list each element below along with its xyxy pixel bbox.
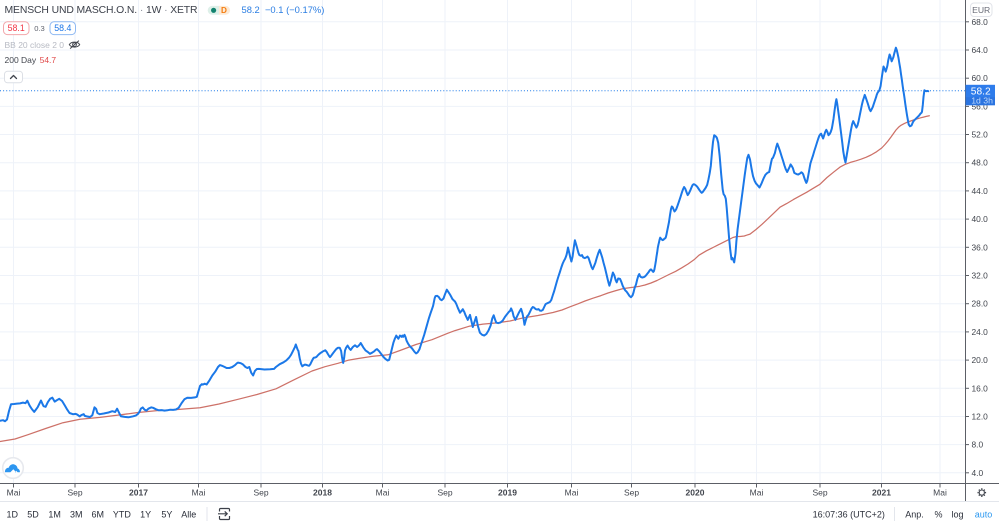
- svg-text:Mai: Mai: [376, 487, 390, 497]
- svg-text:3M: 3M: [70, 509, 83, 519]
- svg-text:%: %: [934, 509, 942, 519]
- svg-text:BB 20 close 2 0: BB 20 close 2 0: [5, 40, 65, 50]
- svg-text:Alle: Alle: [181, 509, 196, 519]
- svg-text:Sep: Sep: [624, 487, 639, 497]
- svg-text:4.0: 4.0: [972, 468, 984, 478]
- svg-text:8.0: 8.0: [972, 440, 984, 450]
- svg-text:52.0: 52.0: [972, 130, 989, 140]
- svg-text:2018: 2018: [313, 487, 332, 497]
- svg-text:Sep: Sep: [67, 487, 82, 497]
- svg-text:36.0: 36.0: [972, 242, 989, 252]
- svg-text:Mai: Mai: [192, 487, 206, 497]
- svg-text:5Y: 5Y: [161, 509, 172, 519]
- svg-text:Mai: Mai: [7, 487, 21, 497]
- svg-text:2019: 2019: [498, 487, 517, 497]
- svg-text:54.7: 54.7: [40, 55, 57, 65]
- svg-text:20.0: 20.0: [972, 355, 989, 365]
- svg-text:Mai: Mai: [933, 487, 947, 497]
- svg-text:16:07:36 (UTC+2): 16:07:36 (UTC+2): [813, 509, 885, 519]
- svg-text:2020: 2020: [686, 487, 705, 497]
- svg-text:24.0: 24.0: [972, 327, 989, 337]
- svg-text:Sep: Sep: [812, 487, 827, 497]
- svg-text:58.4: 58.4: [54, 23, 71, 33]
- svg-text:1D: 1D: [7, 509, 19, 519]
- svg-text:2017: 2017: [129, 487, 148, 497]
- svg-text:MENSCH UND MASCH.O.N. · 1W · X: MENSCH UND MASCH.O.N. · 1W · XETR: [5, 5, 199, 16]
- svg-text:Anp.: Anp.: [905, 509, 924, 519]
- svg-text:56.0: 56.0: [972, 101, 989, 111]
- svg-text:Sep: Sep: [437, 487, 452, 497]
- svg-text:0.3: 0.3: [34, 24, 45, 33]
- svg-text:48.0: 48.0: [972, 158, 989, 168]
- svg-text:32.0: 32.0: [972, 271, 989, 281]
- svg-text:58.1: 58.1: [8, 23, 25, 33]
- svg-text:auto: auto: [975, 509, 993, 519]
- svg-text:5D: 5D: [27, 509, 39, 519]
- svg-text:12.0: 12.0: [972, 412, 989, 422]
- svg-text:2021: 2021: [872, 487, 891, 497]
- svg-text:Mai: Mai: [750, 487, 764, 497]
- svg-text:64.0: 64.0: [972, 45, 989, 55]
- svg-text:44.0: 44.0: [972, 186, 989, 196]
- svg-text:28.0: 28.0: [972, 299, 989, 309]
- svg-text:EUR: EUR: [972, 5, 990, 15]
- svg-text:1Y: 1Y: [140, 509, 151, 519]
- svg-text:6M: 6M: [91, 509, 104, 519]
- svg-text:1d 3h: 1d 3h: [971, 95, 993, 105]
- svg-text:60.0: 60.0: [972, 73, 989, 83]
- svg-text:D: D: [221, 6, 227, 15]
- svg-text:58.2 −0.1 (−0.17%): 58.2 −0.1 (−0.17%): [242, 4, 325, 15]
- svg-text:Sep: Sep: [253, 487, 268, 497]
- svg-text:1M: 1M: [48, 509, 61, 519]
- svg-text:200 Day: 200 Day: [5, 55, 37, 65]
- svg-text:40.0: 40.0: [972, 214, 989, 224]
- svg-text:YTD: YTD: [113, 509, 132, 519]
- svg-text:68.0: 68.0: [972, 17, 989, 27]
- svg-text:log: log: [951, 509, 963, 519]
- svg-text:16.0: 16.0: [972, 383, 989, 393]
- svg-text:Mai: Mai: [565, 487, 579, 497]
- svg-text:58.2: 58.2: [971, 86, 991, 97]
